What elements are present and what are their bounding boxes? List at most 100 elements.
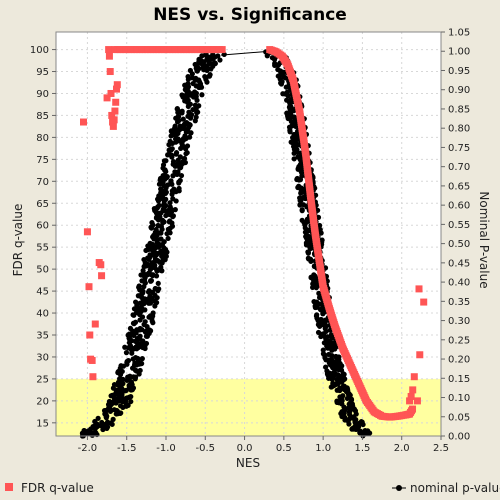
y-left-tick-label: 60	[36, 221, 49, 232]
y-right-tick-label: 0.00	[448, 432, 470, 443]
nominal-pvalue-point-negative	[167, 200, 173, 206]
nominal-pvalue-point-negative	[143, 263, 150, 269]
nominal-pvalue-point-negative	[94, 421, 100, 427]
nominal-pvalue-point-negative	[174, 119, 181, 125]
y-left-tick-label: 85	[36, 111, 49, 122]
nominal-pvalue-point-positive	[358, 419, 364, 425]
nominal-pvalue-point-negative	[176, 127, 182, 133]
nominal-pvalue-point-negative	[168, 206, 174, 212]
nominal-pvalue-point-negative	[171, 186, 177, 192]
nominal-pvalue-point-positive	[341, 404, 347, 410]
nominal-pvalue-point-positive	[345, 405, 352, 411]
nominal-pvalue-point-negative	[176, 180, 182, 186]
x-tick-label: 0.5	[276, 443, 292, 454]
nominal-pvalue-point-positive	[319, 237, 325, 243]
y-right-tick-label: 0.15	[448, 374, 470, 385]
nominal-pvalue-point-negative	[146, 245, 153, 251]
fdr-qvalue-point	[413, 397, 421, 405]
nominal-pvalue-point-negative	[189, 91, 195, 97]
y-left-tick-label: 15	[36, 418, 49, 429]
nominal-pvalue-point-positive	[294, 149, 300, 155]
nominal-pvalue-point-positive	[342, 417, 348, 423]
nominal-pvalue-point-positive	[315, 214, 322, 220]
nominal-pvalue-point-negative	[148, 271, 154, 278]
nominal-pvalue-point-negative	[140, 267, 146, 274]
fdr-qvalue-point	[98, 272, 106, 280]
nominal-pvalue-point-negative	[173, 150, 180, 156]
nominal-pvalue-point-positive	[286, 104, 293, 110]
nominal-pvalue-point-positive	[324, 371, 331, 377]
nominal-pvalue-point-negative	[115, 411, 121, 417]
nominal-pvalue-point-negative	[142, 280, 148, 286]
nominal-pvalue-point-positive	[275, 62, 282, 68]
nominal-pvalue-point-positive	[311, 274, 317, 280]
y-left-tick-label: 50	[36, 265, 49, 276]
fdr-qvalue-point	[85, 283, 93, 291]
nominal-pvalue-point-positive	[322, 320, 328, 326]
nominal-pvalue-point-negative	[120, 363, 127, 369]
nominal-pvalue-point-positive	[333, 371, 339, 377]
nominal-pvalue-point-negative	[117, 377, 123, 384]
plot-area	[56, 32, 442, 439]
legend: FDR q-value nominal p-value	[5, 481, 500, 495]
nominal-pvalue-point-negative	[210, 56, 216, 62]
x-tick-label: -1.0	[156, 443, 176, 454]
nominal-pvalue-point-negative	[144, 296, 150, 302]
nominal-pvalue-point-negative	[206, 60, 212, 67]
nominal-pvalue-point-positive	[346, 409, 352, 415]
nominal-pvalue-point-positive	[337, 387, 343, 394]
nominal-pvalue-point-negative	[159, 195, 165, 202]
nominal-pvalue-point-positive	[339, 408, 345, 415]
fdr-qvalue-point	[109, 122, 117, 130]
nominal-pvalue-point-negative	[192, 102, 198, 108]
y-left-tick-label: 90	[36, 89, 49, 100]
nominal-pvalue-point-negative	[181, 121, 188, 127]
nominal-pvalue-point-negative	[194, 110, 200, 116]
x-tick-label: -1.5	[117, 443, 137, 454]
nominal-pvalue-point-negative	[206, 73, 213, 79]
nominal-pvalue-point-negative	[92, 425, 98, 432]
nominal-pvalue-point-positive	[357, 428, 364, 434]
nominal-pvalue-point-negative	[165, 235, 171, 242]
nominal-pvalue-point-negative	[133, 344, 139, 350]
fdr-qvalue-point	[415, 285, 423, 293]
nominal-pvalue-point-negative	[161, 207, 167, 213]
fdr-qvalue-point	[112, 98, 120, 106]
nominal-pvalue-point-negative	[159, 260, 165, 266]
y-left-tick-label: 25	[36, 374, 49, 385]
nominal-pvalue-point-negative	[136, 284, 142, 290]
y-right-tick-label: 0.80	[448, 124, 470, 135]
nominal-pvalue-point-negative	[123, 401, 129, 407]
nominal-pvalue-point-negative	[101, 408, 108, 414]
nominal-pvalue-point-positive	[325, 345, 331, 351]
y-left-tick-label: 65	[36, 199, 49, 210]
nominal-pvalue-point-negative	[177, 154, 183, 160]
nominal-pvalue-point-positive	[298, 188, 304, 194]
nominal-pvalue-point-negative	[128, 394, 134, 400]
y-right-tick-label: 0.90	[448, 85, 470, 96]
nominal-pvalue-point-negative	[154, 295, 160, 301]
fdr-qvalue-point	[406, 397, 414, 405]
fdr-qvalue-point	[89, 373, 97, 381]
nominal-pvalue-point-negative	[192, 118, 198, 124]
nominal-pvalue-point-positive	[282, 91, 288, 97]
nominal-pvalue-point-negative	[138, 326, 144, 332]
nominal-pvalue-point-positive	[291, 156, 297, 162]
nominal-pvalue-point-positive	[287, 114, 294, 120]
nominal-pvalue-point-negative	[123, 387, 129, 393]
nominal-pvalue-point-positive	[367, 430, 373, 436]
fdr-qvalue-point	[86, 331, 94, 339]
nominal-pvalue-point-positive	[312, 304, 318, 311]
nominal-pvalue-point-positive	[332, 346, 338, 352]
nominal-pvalue-point-negative	[170, 173, 176, 179]
nominal-pvalue-point-negative	[106, 398, 113, 405]
nominal-pvalue-point-negative	[170, 213, 176, 219]
nominal-pvalue-point-negative	[140, 338, 146, 344]
nominal-pvalue-point-negative	[165, 226, 172, 233]
nominal-pvalue-point-negative	[130, 385, 137, 391]
nominal-pvalue-point-positive	[329, 376, 335, 382]
y-left-tick-label: 30	[36, 352, 49, 363]
fdr-qvalue-point	[80, 118, 87, 126]
y-right-tick-label: 1.00	[448, 47, 470, 58]
